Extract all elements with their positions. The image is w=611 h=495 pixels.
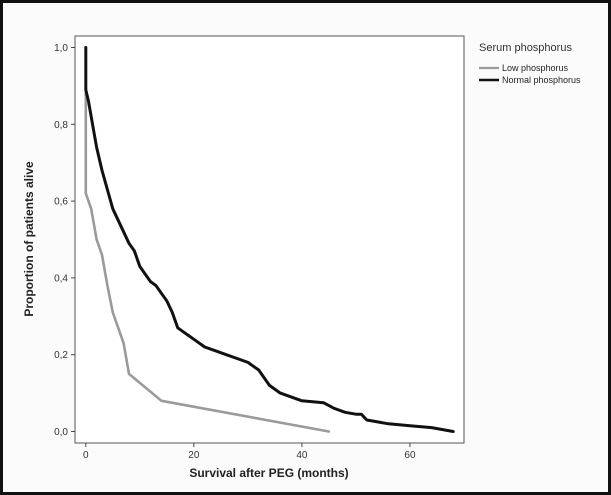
series-line-low-phosphorus [84, 46, 331, 433]
legend-items: Low phosphorus Normal phosphorus [479, 63, 581, 85]
legend-label-normal-phosphorus: Normal phosphorus [502, 75, 581, 85]
x-tick-label: 60 [404, 450, 416, 461]
y-axis-ticks: 0,0 0,2 0,4 0,6 0,8 1,0 [54, 43, 75, 438]
y-tick-label: 0,8 [54, 120, 68, 131]
x-axis-title: Survival after PEG (months) [189, 466, 348, 480]
x-tick-label: 20 [188, 450, 200, 461]
legend-label-low-phosphorus: Low phosphorus [502, 63, 569, 73]
y-tick-label: 1,0 [54, 43, 68, 54]
legend-title: Serum phosphorus [479, 42, 572, 54]
survival-chart: 0,0 0,2 0,4 0,6 0,8 1,0 0 20 40 60 Proportion of… [22, 35, 581, 480]
y-tick-label: 0,0 [54, 427, 68, 438]
x-tick-label: 40 [296, 450, 308, 461]
series-line-normal-phosphorus [84, 46, 455, 433]
y-axis-title: Proportion of patients alive [22, 161, 36, 317]
plot-area [74, 35, 465, 444]
x-axis-ticks: 0 20 40 60 [83, 443, 416, 461]
legend: Serum phosphorus Low phosphorus Normal ph… [479, 42, 581, 85]
y-tick-label: 0,4 [54, 273, 68, 284]
series-layer [84, 46, 455, 433]
x-tick-label: 0 [83, 450, 89, 461]
y-tick-label: 0,2 [54, 350, 68, 361]
y-tick-label: 0,6 [54, 197, 68, 208]
